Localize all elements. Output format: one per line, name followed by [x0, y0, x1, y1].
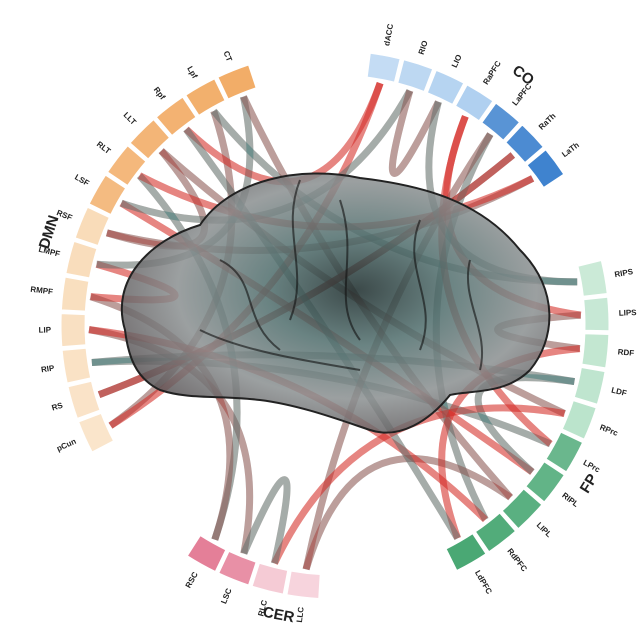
node-segment [584, 297, 609, 330]
node-label: RIPL [560, 491, 580, 509]
node-label: RMPF [30, 285, 54, 297]
node-segment [61, 314, 86, 347]
node-segment [582, 334, 609, 368]
brain [122, 173, 550, 432]
node-segment [66, 241, 97, 277]
node-label: RdPFC [505, 547, 529, 574]
node-segment [219, 551, 256, 585]
node-label: LdPFC [473, 569, 494, 596]
node-segment [574, 368, 605, 405]
node-segment [218, 65, 256, 99]
group-label: CER [261, 604, 295, 627]
node-label: RPrc [598, 423, 619, 438]
node-label: RIP [40, 363, 55, 374]
node-label: LaPFC [510, 82, 533, 108]
node-segment [89, 175, 125, 214]
node-segment [252, 563, 288, 594]
node-label: Lpf [185, 65, 199, 81]
node-segment [187, 536, 225, 572]
node-label: dACC [382, 23, 395, 47]
node-segment [75, 207, 109, 245]
node-label: LDF [610, 386, 627, 398]
node-label: LSF [73, 173, 91, 188]
node-segment [62, 348, 90, 383]
node-segment [578, 261, 607, 297]
node-label: Rpf [152, 85, 167, 101]
node-label: LIPS [619, 308, 638, 318]
node-label: RIO [417, 39, 430, 55]
node-label: RLT [95, 140, 112, 156]
node-label: CT [222, 50, 234, 63]
node-segment [61, 277, 88, 311]
node-label: RaPFC [481, 59, 503, 86]
node-label: RS [51, 401, 65, 413]
group-label: DMN [36, 213, 63, 251]
node-segment [186, 79, 225, 115]
node-segment [287, 571, 320, 598]
node-segment [79, 413, 114, 452]
node-label: RIPS [614, 267, 635, 279]
node-segment [398, 60, 433, 92]
node-label: RSC [184, 570, 200, 589]
node-label: LLT [122, 110, 138, 126]
node-label: LIPL [535, 521, 554, 540]
node-label: LPrc [582, 458, 602, 475]
node-label: RaTh [537, 111, 558, 131]
node-label: LaTh [560, 140, 581, 159]
node-label: pCun [55, 437, 77, 454]
node-label: LLC [295, 606, 306, 623]
connectogram: pCunRSRIPLIPRMPFLMPFRSFLSFRLTLLTRpfLpfCT… [0, 0, 641, 635]
node-segment [562, 401, 596, 439]
node-segment [446, 534, 486, 571]
node-label: LSC [219, 587, 233, 605]
node-label: LIO [450, 53, 464, 69]
group-label: FP [577, 471, 602, 496]
node-segment [427, 70, 463, 104]
node-label: LIP [39, 325, 52, 334]
node-segment [68, 381, 100, 418]
group-label: CO [509, 62, 537, 89]
node-label: RDF [617, 347, 634, 358]
node-segment [367, 53, 400, 82]
node-segment [546, 432, 582, 472]
